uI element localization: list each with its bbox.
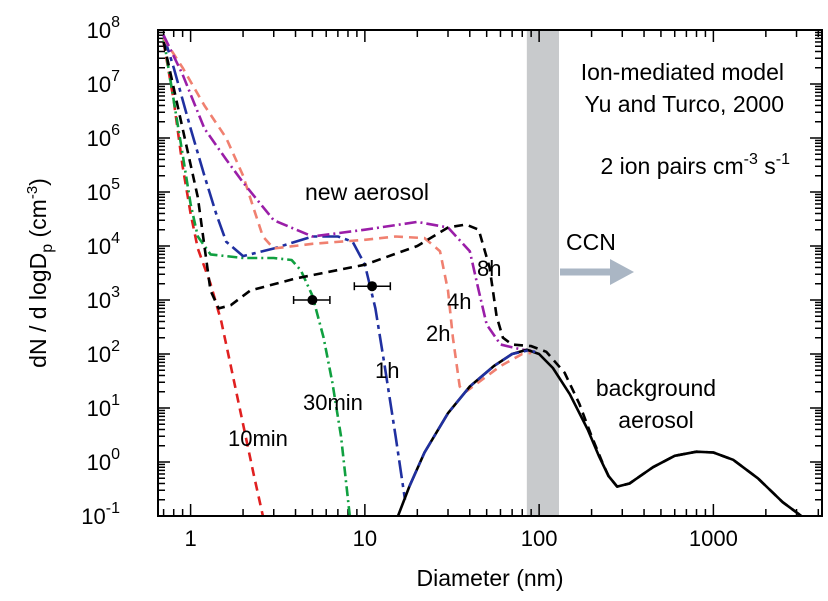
series-layer — [162, 34, 803, 516]
curve-label-8h: 8h — [477, 256, 501, 281]
y-tick-label: 108 — [87, 14, 120, 43]
x-tick-labels: 1 10 100 1000 — [184, 526, 737, 551]
observations-layer — [292, 281, 392, 305]
curve-label-10min: 10min — [228, 426, 288, 451]
new-aerosol-label: new aerosol — [305, 179, 429, 205]
y-tick-label: 10-1 — [81, 500, 120, 529]
ccn-arrow — [560, 259, 634, 285]
y-tick-label: 107 — [87, 68, 120, 97]
ccn-label: CCN — [566, 229, 616, 255]
y-tick-label: 100 — [87, 446, 120, 475]
y-tick-label: 102 — [87, 338, 120, 367]
x-tick-label: 1 — [184, 526, 196, 551]
ccn-band — [526, 30, 559, 516]
y-tick-labels: 10-1 100 101 102 103 104 105 106 107 108 — [81, 14, 120, 529]
observation-point — [353, 281, 392, 292]
y-tick-label: 101 — [87, 392, 120, 421]
ion-pairs-annotation: 2 ion pairs cm-3 s-1 — [600, 151, 790, 179]
series-1h — [162, 34, 407, 500]
minor-ticks — [158, 30, 822, 517]
x-tick-label: 1000 — [689, 526, 738, 551]
curve-label-1h: 1h — [375, 358, 399, 383]
series-4h — [162, 34, 532, 352]
x-axis-label: Diameter (nm) — [417, 565, 564, 591]
observation-marker — [307, 295, 318, 305]
x-tick-label: 100 — [521, 526, 558, 551]
y-tick-label: 103 — [87, 284, 120, 313]
y-tick-label: 104 — [87, 230, 120, 259]
model-annotation-line2: Yu and Turco, 2000 — [585, 91, 785, 117]
y-axis-label: dN / d logDp (cm-3) — [24, 178, 56, 368]
curve-label-2h: 2h — [426, 321, 450, 346]
curve-label-30min: 30min — [303, 390, 363, 415]
plot-frame — [157, 29, 823, 517]
series-1h-overlay — [408, 349, 536, 488]
series-30min — [162, 38, 352, 516]
x-tick-label: 10 — [353, 526, 377, 551]
ccn-band-layer — [526, 30, 559, 516]
curve-label-4h: 4h — [447, 289, 471, 314]
observation-marker — [367, 281, 378, 292]
series-2h — [162, 37, 532, 393]
background-aerosol-label-line1: background — [596, 375, 716, 401]
y-tick-label: 105 — [87, 176, 120, 205]
background-aerosol-label-line2: aerosol — [618, 407, 693, 433]
model-annotation-line1: Ion-mediated model — [581, 59, 784, 85]
observation-point — [292, 295, 331, 305]
y-tick-label: 106 — [87, 122, 120, 151]
